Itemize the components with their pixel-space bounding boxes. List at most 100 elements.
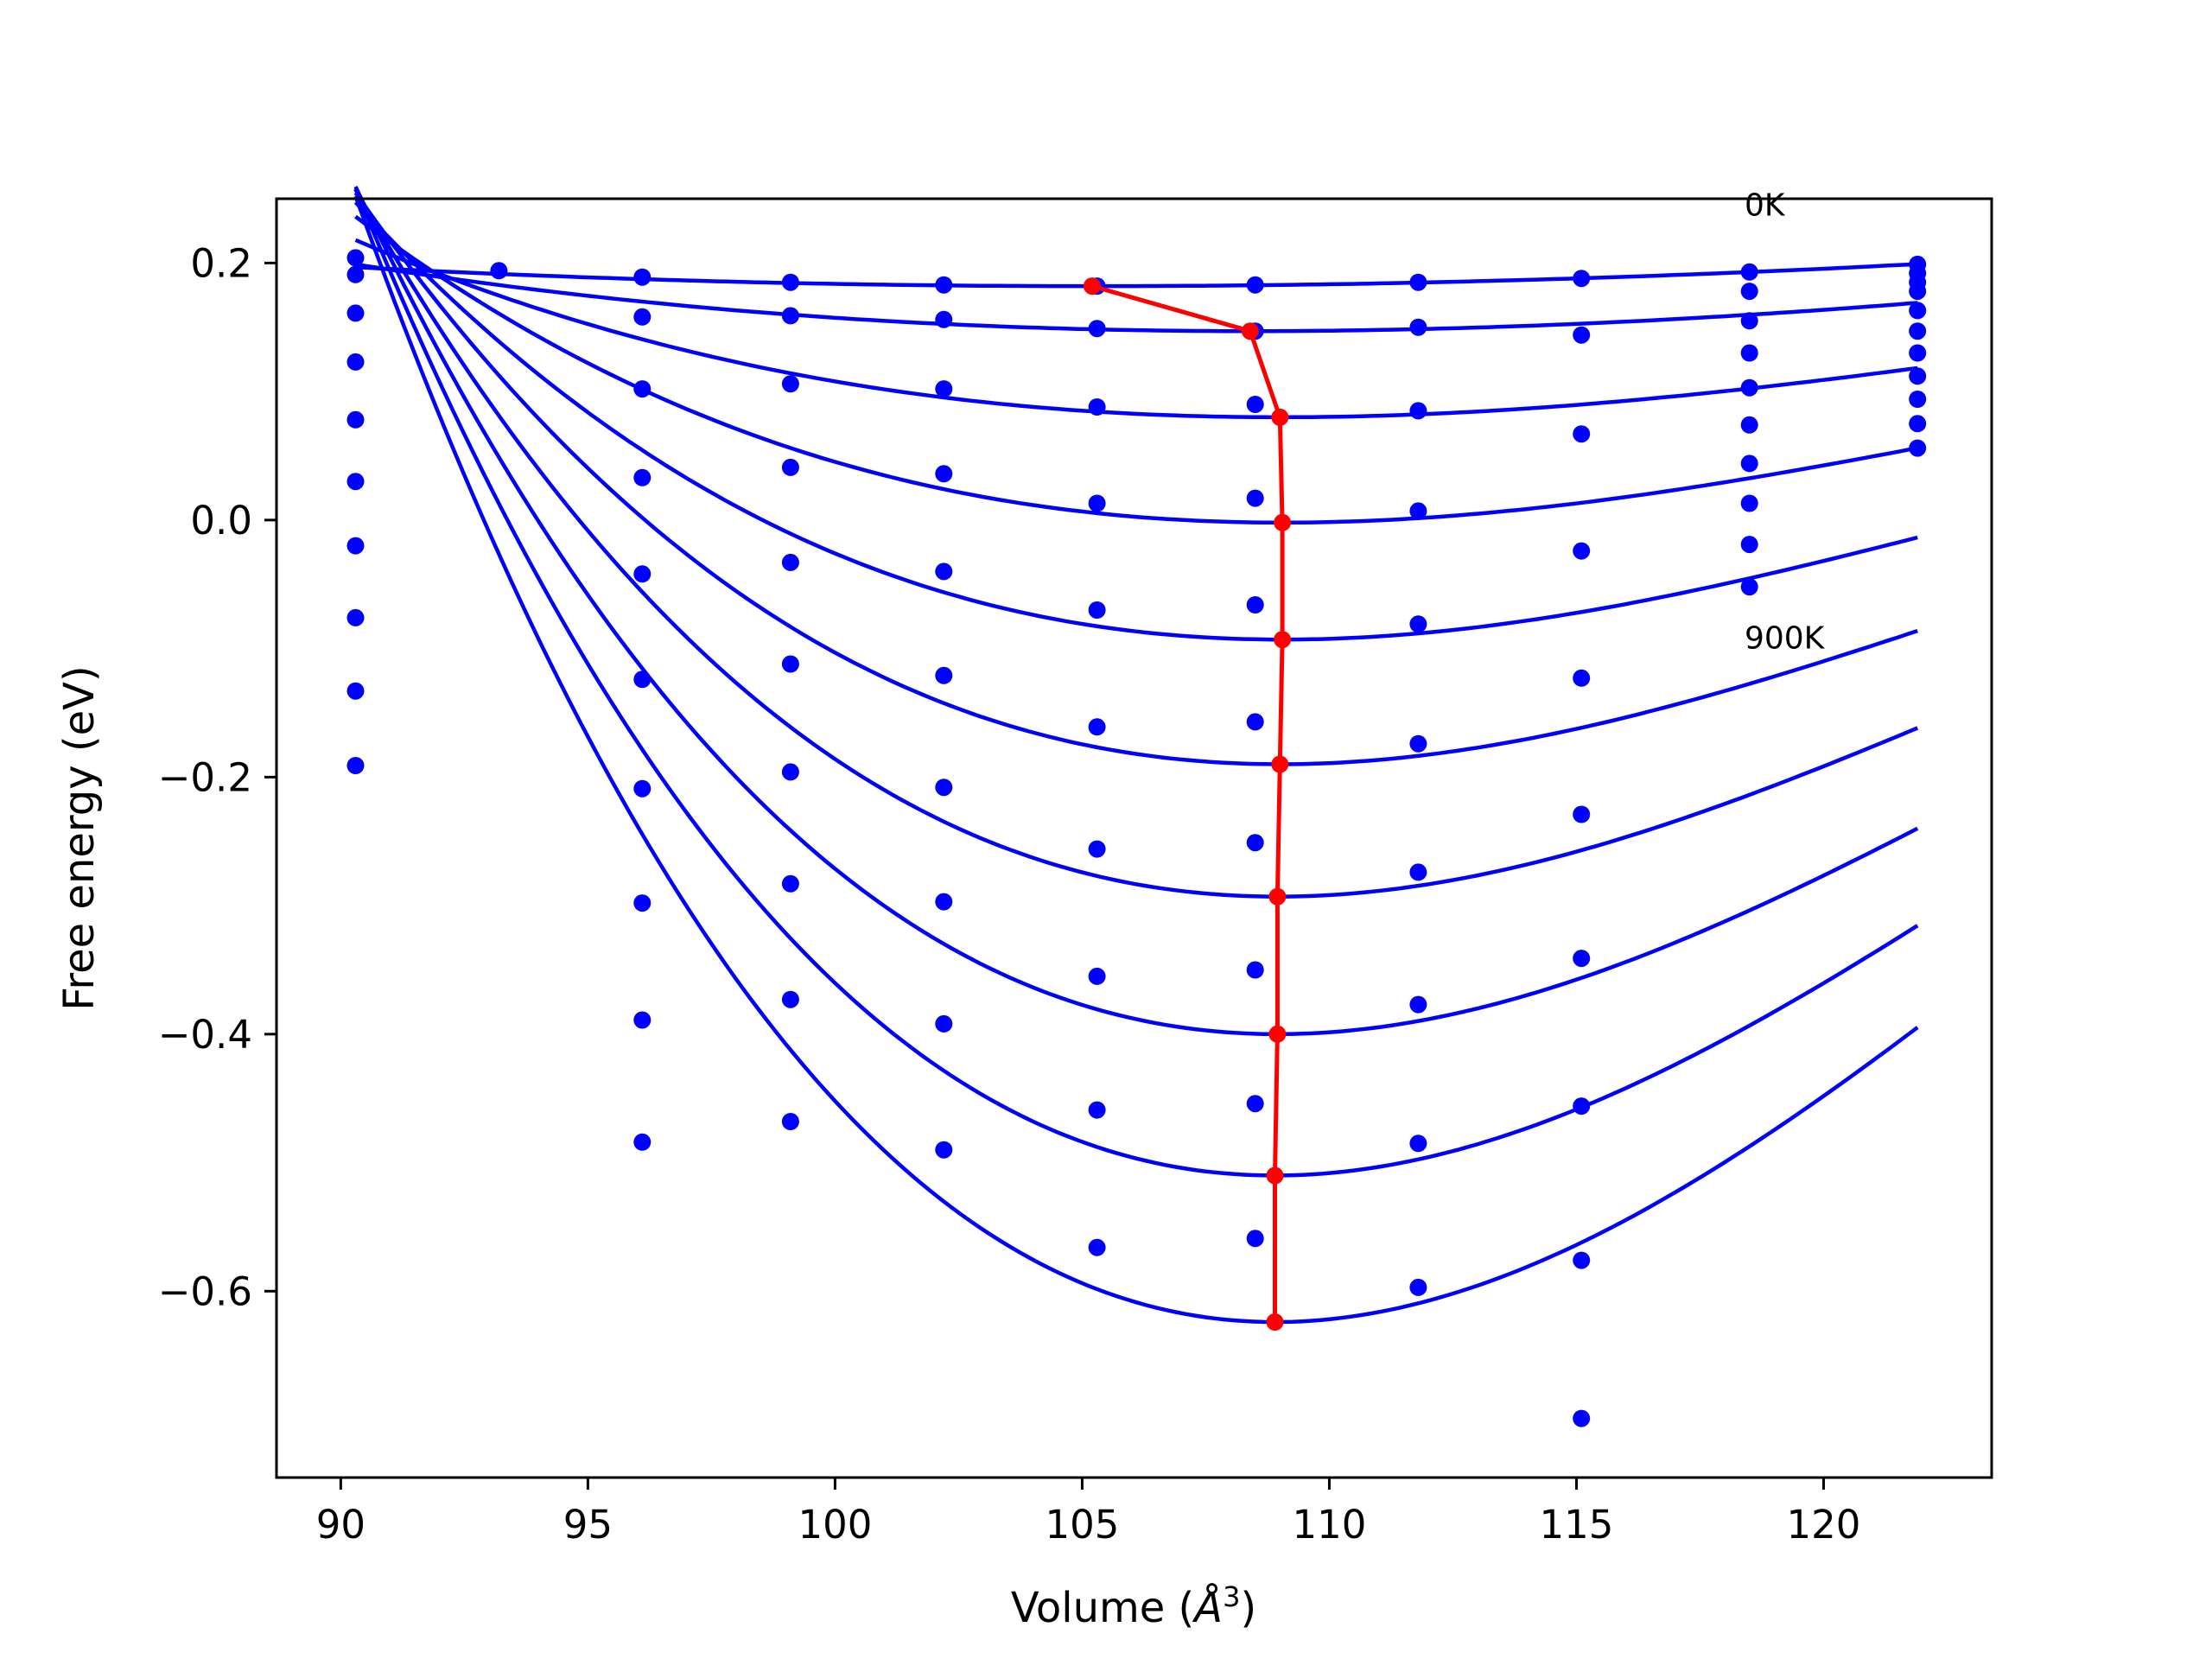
data-point-3-1 <box>633 468 652 486</box>
data-point-0-2 <box>633 268 652 286</box>
y-tick-label-4: 0.2 <box>190 240 252 286</box>
data-point-8-4 <box>1088 1101 1106 1119</box>
data-point-5-7 <box>1573 669 1591 687</box>
data-point-8-9 <box>1909 391 1927 408</box>
data-point-9-2 <box>781 1113 799 1130</box>
data-point-1-6 <box>1409 318 1427 336</box>
data-point-7-3 <box>935 893 953 911</box>
data-point-1-0 <box>346 265 365 283</box>
data-point-11-0 <box>1573 1409 1591 1427</box>
data-point-4-2 <box>781 553 799 571</box>
data-point-1-7 <box>1740 283 1758 301</box>
data-point-5-1 <box>633 671 652 689</box>
equilibrium-point-4 <box>1274 631 1292 649</box>
fit-curve-6 <box>353 188 1919 899</box>
y-axis-label: Free energy (eV) <box>55 665 104 1010</box>
data-point-3-5 <box>1246 489 1264 507</box>
data-point-6-7 <box>1573 805 1591 823</box>
x-tick-label-105: 105 <box>1045 1502 1119 1548</box>
data-point-10-0 <box>1909 439 1927 457</box>
data-point-0-9 <box>1740 263 1758 281</box>
data-point-1-2 <box>781 307 799 325</box>
fit-curve-4 <box>353 200 1918 642</box>
data-point-3-4 <box>1088 494 1106 512</box>
x-tick-label-95: 95 <box>563 1502 613 1548</box>
data-point-4-8 <box>1740 378 1758 397</box>
data-point-6-8 <box>1740 454 1758 473</box>
data-point-0-1 <box>490 262 508 280</box>
data-point-7-8 <box>1740 494 1758 512</box>
data-point-8-3 <box>935 1014 953 1033</box>
data-point-0-4 <box>935 276 953 294</box>
data-point-9-1 <box>633 1133 652 1151</box>
data-point-8-1 <box>633 1011 652 1029</box>
data-point-2-3 <box>935 380 953 398</box>
data-point-9-6 <box>1409 1278 1427 1296</box>
fit-curve-3 <box>354 214 1918 525</box>
data-point-2-4 <box>1088 398 1106 416</box>
data-point-0-0 <box>346 249 365 267</box>
data-point-8-7 <box>1573 1097 1591 1116</box>
data-point-7-6 <box>1409 995 1427 1014</box>
data-point-6-9 <box>1909 344 1927 362</box>
data-point-4-7 <box>1573 542 1591 560</box>
equilibrium-point-3 <box>1274 513 1292 531</box>
data-point-5-8 <box>1740 416 1758 434</box>
equilibrium-line <box>1091 283 1285 1322</box>
x-axis-label: Volume (Å3) <box>1011 1580 1256 1632</box>
data-point-3-6 <box>1409 502 1427 520</box>
data-point-7-1 <box>633 894 652 912</box>
x-axis-ticks: 90 95 100 105 110 115 120 <box>316 1478 1861 1548</box>
data-point-8-2 <box>781 990 799 1008</box>
data-point-0-8 <box>1573 270 1591 288</box>
data-point-6-6 <box>1409 863 1427 881</box>
data-point-0-3 <box>781 273 799 291</box>
data-point-2-8 <box>1740 312 1758 330</box>
data-point-5-6 <box>1409 734 1427 753</box>
data-point-2-7 <box>1573 326 1591 344</box>
data-point-2-5 <box>1246 396 1264 413</box>
data-point-5-0 <box>346 473 365 491</box>
data-point-2-6 <box>1409 402 1427 420</box>
data-point-9-8 <box>1740 578 1758 596</box>
data-point-1-1 <box>633 308 652 326</box>
data-point-8-0 <box>346 682 365 700</box>
data-point-8-5 <box>1246 1095 1264 1113</box>
y-axis-ticks: −0.6 −0.4 −0.2 0.0 0.2 <box>158 240 276 1314</box>
x-tick-label-110: 110 <box>1293 1502 1367 1548</box>
data-point-4-9 <box>1909 302 1927 320</box>
x-tick-label-120: 120 <box>1787 1502 1861 1548</box>
data-point-6-0 <box>346 537 365 555</box>
data-point-7-0 <box>346 608 365 626</box>
data-point-9-0 <box>346 757 365 774</box>
y-tick-label-0: −0.6 <box>158 1268 252 1314</box>
equilibrium-point-9 <box>1266 1313 1284 1331</box>
data-point-6-1 <box>633 779 652 798</box>
annotation-1: 900K <box>1745 621 1826 657</box>
x-tick-label-100: 100 <box>798 1502 872 1548</box>
data-point-7-7 <box>1573 950 1591 968</box>
equilibrium-point-6 <box>1268 887 1287 906</box>
plot-frame <box>275 197 1993 1479</box>
data-point-6-5 <box>1246 834 1264 852</box>
y-tick-label-1: −0.4 <box>158 1012 252 1058</box>
y-tick-label-2: −0.2 <box>158 754 252 800</box>
data-point-5-3 <box>935 666 953 684</box>
equilibrium-point-1 <box>1241 322 1259 340</box>
fit-curve-9 <box>353 195 1919 1325</box>
annotation-0: 0K <box>1745 188 1786 223</box>
data-point-7-5 <box>1246 961 1264 979</box>
equilibrium-point-7 <box>1268 1025 1287 1043</box>
data-point-4-5 <box>1246 596 1264 613</box>
data-point-2-1 <box>633 380 652 398</box>
data-point-3-8 <box>1740 344 1758 362</box>
data-point-3-0 <box>346 353 365 371</box>
y-tick-label-3: 0.0 <box>190 498 252 543</box>
data-point-4-6 <box>1409 615 1427 633</box>
fit-curves <box>353 186 1919 1325</box>
data-point-9-4 <box>1088 1238 1106 1256</box>
data-point-2-0 <box>346 304 365 322</box>
data-point-0-6 <box>1246 276 1264 294</box>
data-point-4-1 <box>633 565 652 583</box>
